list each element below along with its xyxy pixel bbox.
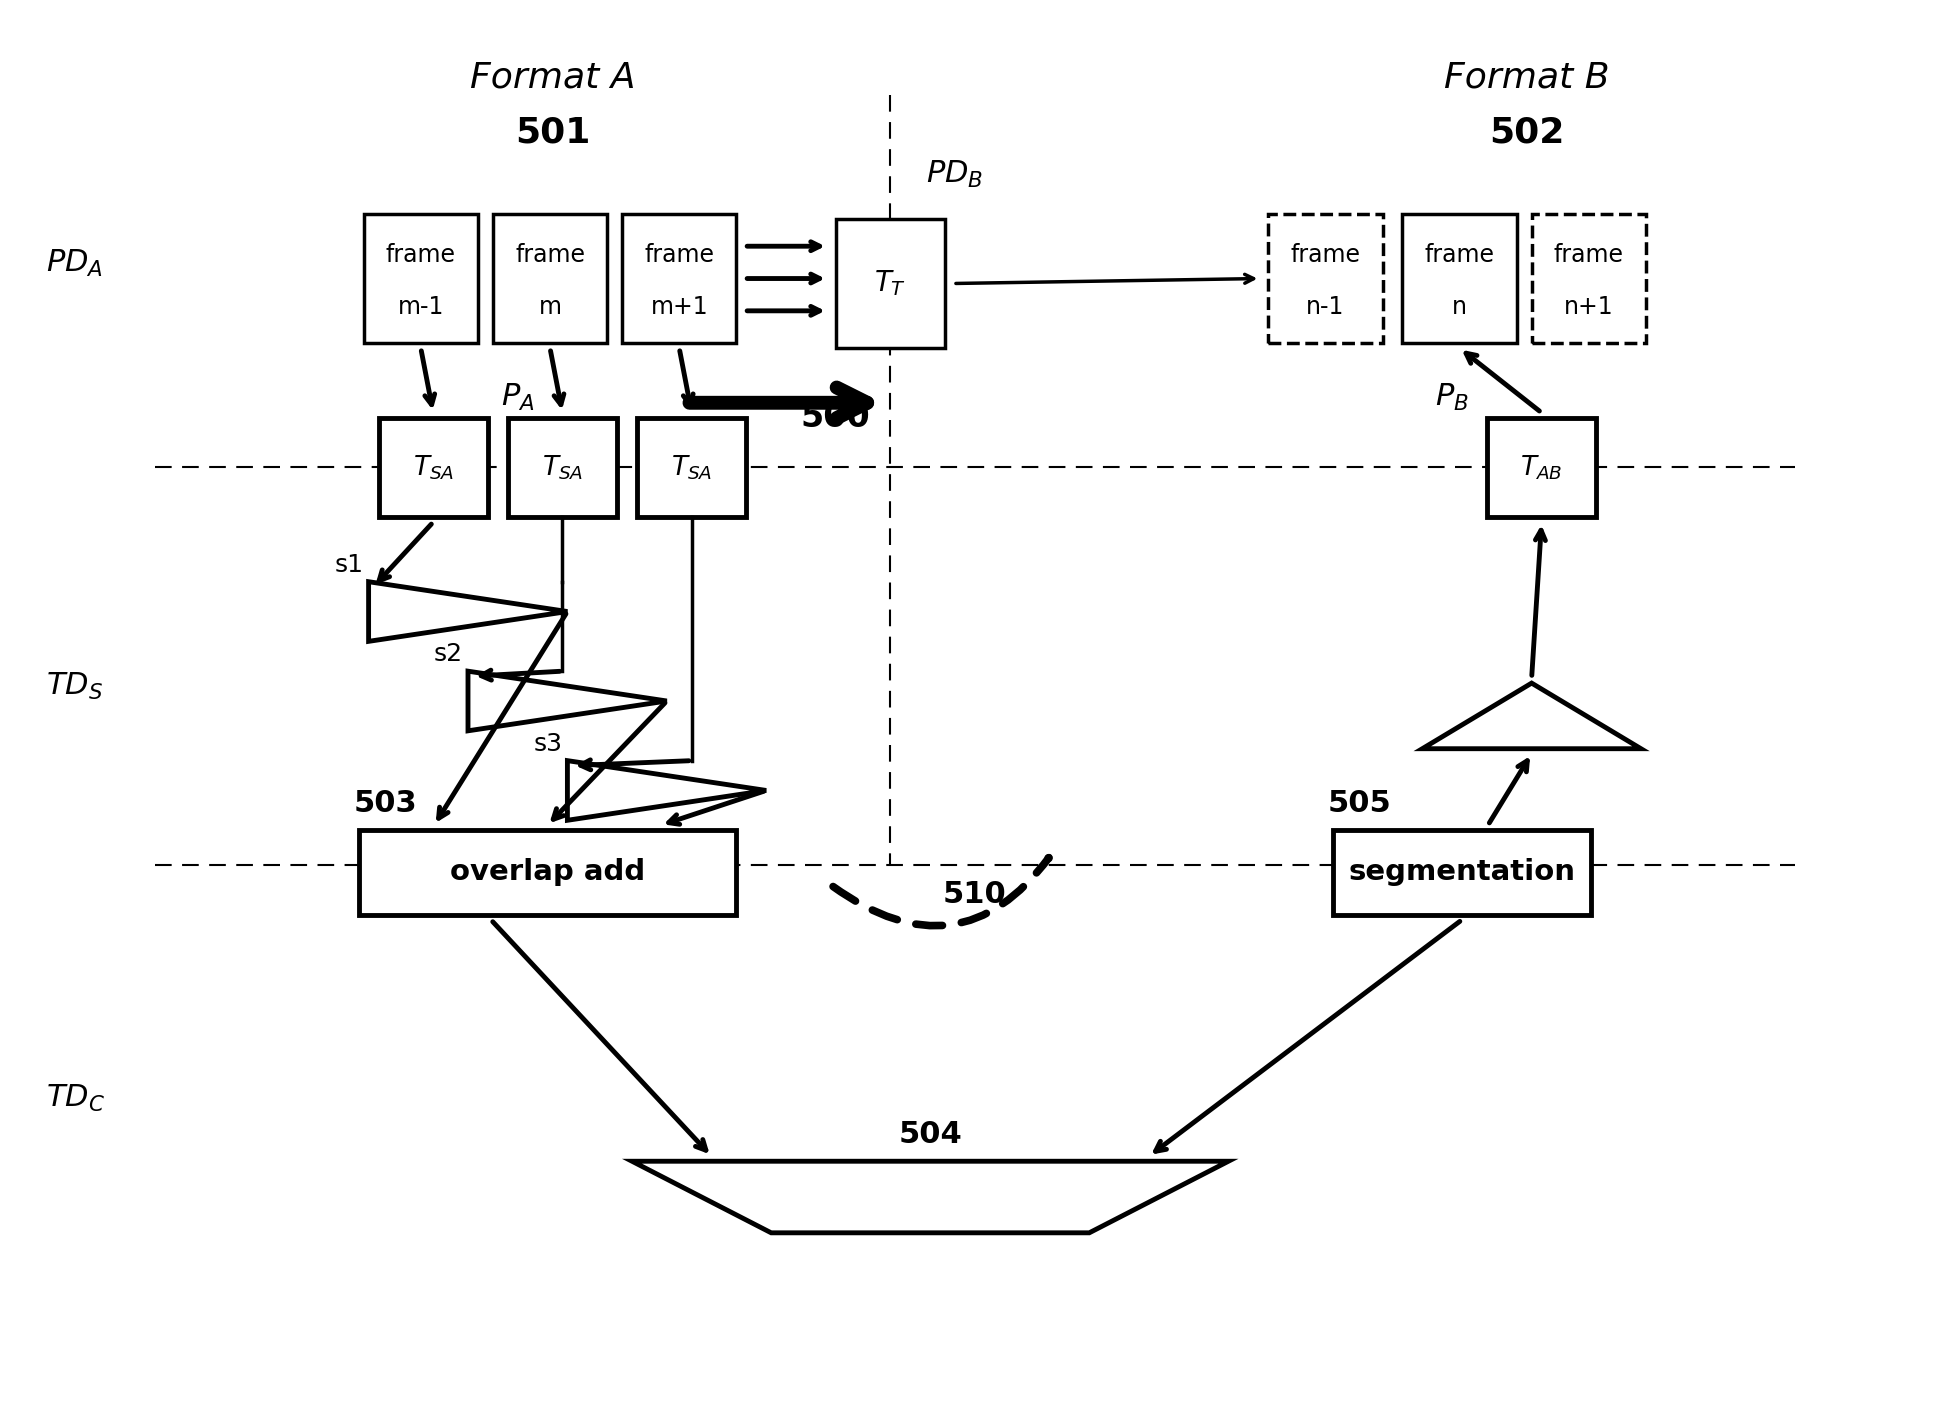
Text: m-1: m-1 xyxy=(397,296,444,319)
FancyBboxPatch shape xyxy=(1532,214,1646,343)
Text: $P_A$: $P_A$ xyxy=(500,382,535,413)
FancyBboxPatch shape xyxy=(1268,214,1383,343)
Text: Format B: Format B xyxy=(1445,60,1609,95)
Text: $T_{AB}$: $T_{AB}$ xyxy=(1520,453,1563,482)
Text: frame: frame xyxy=(1289,244,1361,268)
Text: m+1: m+1 xyxy=(650,296,708,319)
Text: $T_{SA}$: $T_{SA}$ xyxy=(671,453,712,482)
Text: Format A: Format A xyxy=(469,60,636,95)
Text: n+1: n+1 xyxy=(1565,296,1613,319)
Text: 503: 503 xyxy=(353,789,417,818)
Text: s1: s1 xyxy=(335,553,365,577)
FancyBboxPatch shape xyxy=(359,831,737,915)
Text: 510: 510 xyxy=(942,880,1006,909)
FancyBboxPatch shape xyxy=(508,417,617,517)
Text: frame: frame xyxy=(386,244,456,268)
Text: 505: 505 xyxy=(1328,789,1392,818)
Text: frame: frame xyxy=(644,244,714,268)
FancyBboxPatch shape xyxy=(1487,417,1596,517)
Text: overlap add: overlap add xyxy=(450,859,646,887)
Text: n-1: n-1 xyxy=(1307,296,1344,319)
Text: $TD_C$: $TD_C$ xyxy=(45,1083,105,1114)
FancyBboxPatch shape xyxy=(622,214,737,343)
Text: $T_{SA}$: $T_{SA}$ xyxy=(413,453,454,482)
Text: $T_{SA}$: $T_{SA}$ xyxy=(541,453,584,482)
Text: frame: frame xyxy=(1425,244,1495,268)
Text: s3: s3 xyxy=(533,731,562,755)
Text: $TD_S$: $TD_S$ xyxy=(45,671,103,702)
Text: frame: frame xyxy=(1553,244,1623,268)
Text: 500: 500 xyxy=(801,401,871,434)
FancyBboxPatch shape xyxy=(836,219,944,347)
Text: 501: 501 xyxy=(516,115,589,150)
Text: $T_T$: $T_T$ xyxy=(874,269,907,298)
Text: $P_B$: $P_B$ xyxy=(1435,382,1470,413)
FancyBboxPatch shape xyxy=(493,214,607,343)
Text: 504: 504 xyxy=(898,1121,962,1149)
FancyBboxPatch shape xyxy=(365,214,477,343)
Text: s2: s2 xyxy=(434,642,463,667)
Text: $PD_A$: $PD_A$ xyxy=(45,248,103,279)
Text: frame: frame xyxy=(516,244,586,268)
FancyBboxPatch shape xyxy=(638,417,747,517)
Text: segmentation: segmentation xyxy=(1348,859,1576,887)
Text: $PD_B$: $PD_B$ xyxy=(927,158,983,189)
FancyBboxPatch shape xyxy=(378,417,489,517)
Text: m: m xyxy=(539,296,562,319)
Text: 502: 502 xyxy=(1489,115,1565,150)
FancyBboxPatch shape xyxy=(1402,214,1516,343)
Text: n: n xyxy=(1452,296,1468,319)
FancyBboxPatch shape xyxy=(1332,831,1592,915)
FancyArrowPatch shape xyxy=(834,857,1049,926)
